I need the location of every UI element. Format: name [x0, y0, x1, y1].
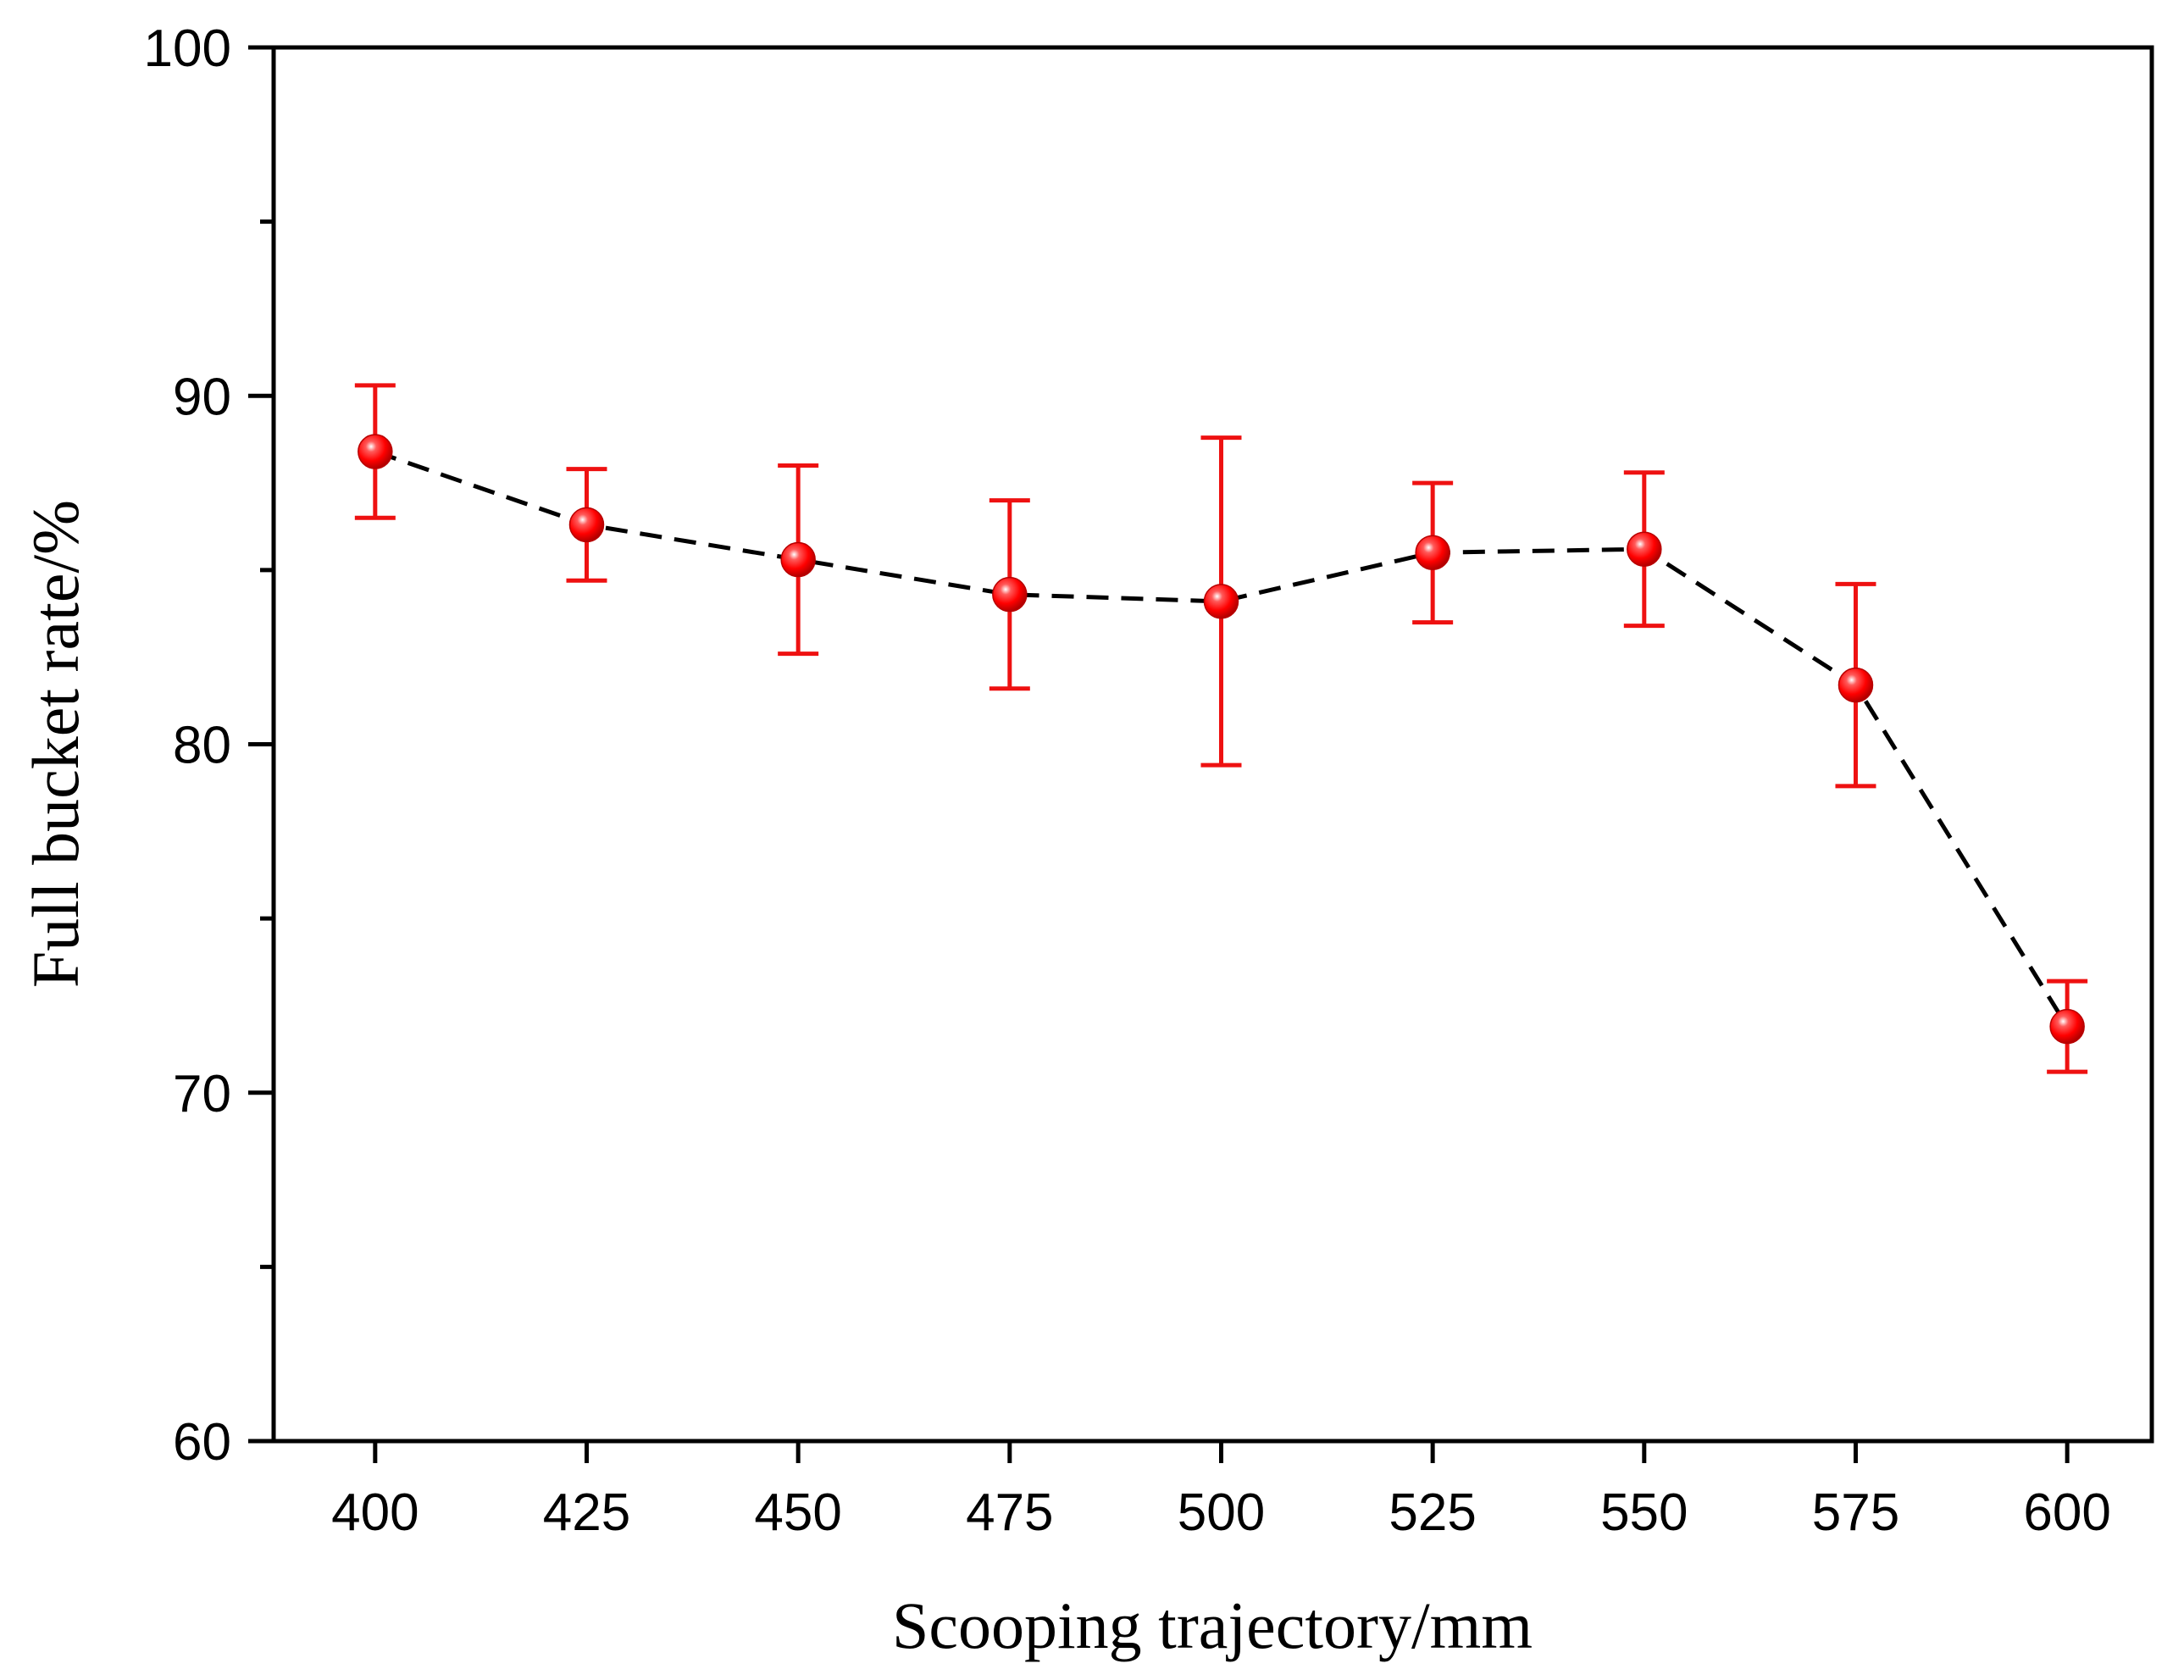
- data-point: [2049, 1008, 2085, 1045]
- x-tick-label: 500: [1178, 1483, 1265, 1542]
- axis-ticks-layer: [248, 45, 2070, 1463]
- tick-labels-layer: 400 425 450 475 500 525 550 575 600 60 70 80 90 100: [144, 19, 2111, 1542]
- plot-frame: [271, 45, 2154, 1444]
- error-bars-layer: [354, 383, 2088, 1074]
- data-point: [1203, 584, 1239, 619]
- y-tick-label: 100: [144, 19, 231, 78]
- x-tick-label: 425: [543, 1483, 630, 1542]
- data-point: [1415, 535, 1450, 571]
- x-tick-label: 450: [754, 1483, 841, 1542]
- x-tick-label: 600: [2023, 1483, 2110, 1542]
- data-point: [780, 541, 816, 578]
- y-tick-label: 60: [173, 1413, 231, 1472]
- x-axis-title: Scooping trajectory/mm: [892, 1589, 1533, 1662]
- data-point: [1627, 531, 1662, 567]
- data-point: [1838, 667, 1874, 703]
- x-tick-label: 525: [1389, 1483, 1476, 1542]
- series-line-layer: [374, 449, 2070, 1028]
- y-tick-label: 70: [173, 1065, 231, 1123]
- y-tick-label: 80: [173, 717, 231, 775]
- y-axis-title: Full bucket rate/%: [19, 500, 92, 988]
- data-point: [358, 434, 393, 469]
- series-line: [374, 449, 2070, 1028]
- x-tick-label: 400: [331, 1483, 419, 1542]
- x-tick-label: 575: [1812, 1483, 1899, 1542]
- x-tick-label: 550: [1600, 1483, 1688, 1542]
- y-tick-label: 90: [173, 368, 231, 426]
- x-tick-label: 475: [966, 1483, 1053, 1542]
- data-point: [568, 507, 605, 543]
- data-point: [992, 576, 1028, 613]
- data-points-layer: [358, 434, 2085, 1045]
